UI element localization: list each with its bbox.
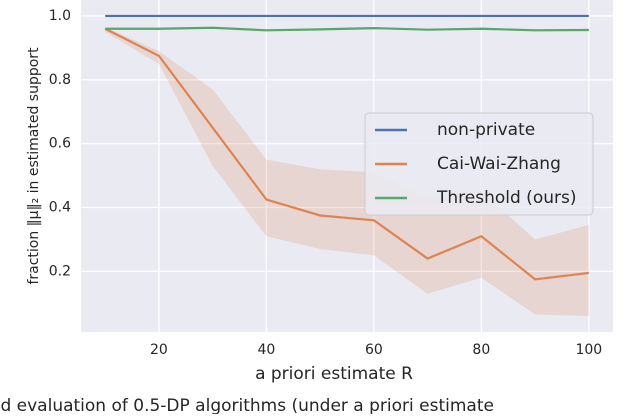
y-tick-label: 0.4: [49, 200, 71, 216]
y-axis-label: fraction ‖μ‖₂ in estimated support: [26, 47, 42, 285]
line: [105, 26, 589, 32]
x-tick-label: 60: [365, 342, 383, 358]
x-tick-label: 100: [575, 342, 602, 358]
legend-label: Threshold (ours): [436, 188, 576, 208]
x-tick-label: 80: [472, 342, 490, 358]
legend-box: [364, 112, 594, 216]
y-tick-label: 0.2: [49, 263, 71, 279]
x-axis-label: a priori estimate R: [255, 364, 413, 384]
legend-label: non-private: [437, 120, 535, 140]
line: [104, 27, 589, 281]
legend-label: Cai-Wai-Zhang: [437, 154, 561, 174]
confidence-band: [105, 27, 589, 317]
caption: ed evaluation of 0.5-DP algorithms (unde…: [0, 396, 494, 414]
y-tick-label: 1.0: [49, 8, 71, 24]
y-tick-label: 0.6: [49, 136, 71, 152]
x-tick-label: 20: [150, 342, 168, 358]
y-tick-label: 0.8: [49, 72, 71, 88]
x-tick-label: 40: [257, 342, 275, 358]
